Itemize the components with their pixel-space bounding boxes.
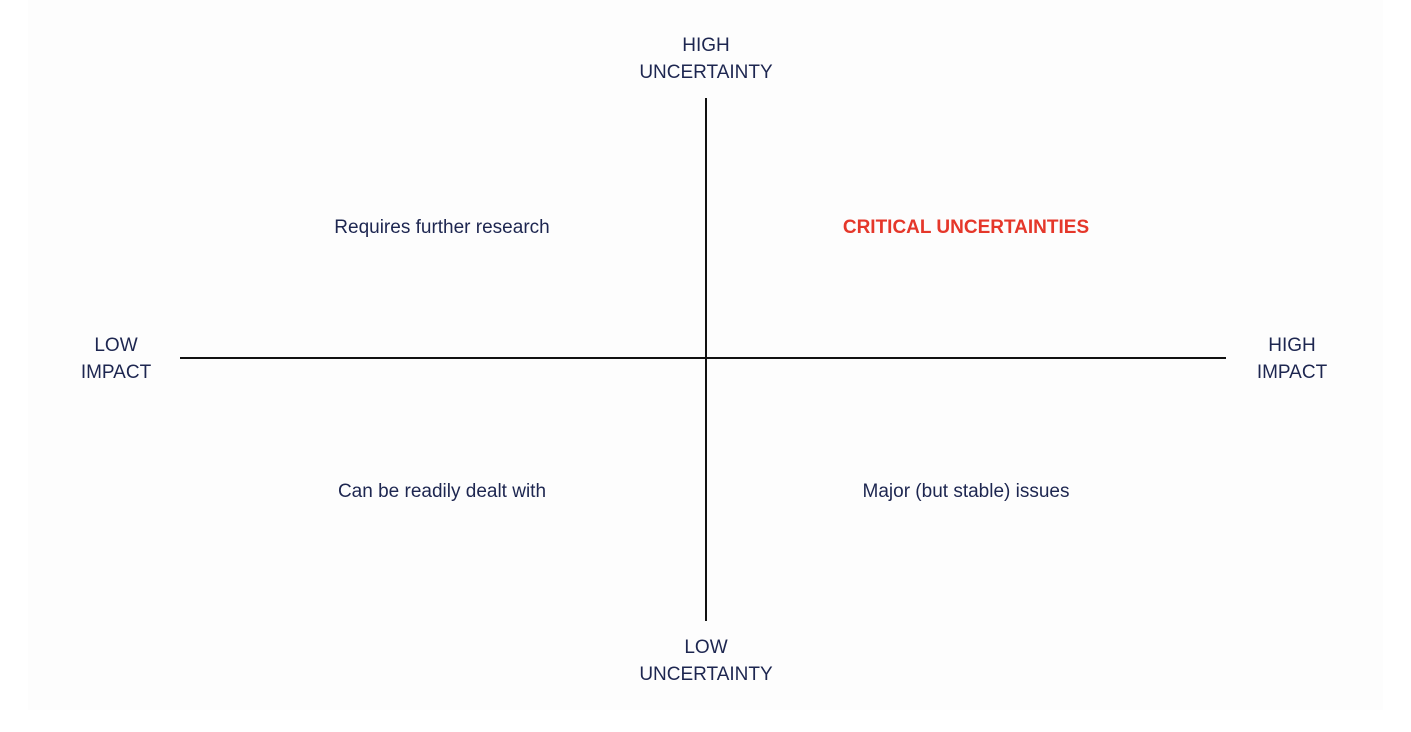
axis-label: HIGH xyxy=(1268,335,1316,356)
quadrant-label: Can be readily dealt with xyxy=(338,481,546,502)
axis-label: LOW xyxy=(684,637,727,658)
axis-label: UNCERTAINTY xyxy=(639,664,773,685)
axis-label: LOW xyxy=(94,335,137,356)
axis-label: IMPACT xyxy=(1257,362,1328,383)
axis-label: HIGH xyxy=(682,35,730,56)
quadrant-label: Major (but stable) issues xyxy=(863,481,1070,502)
axis-label: IMPACT xyxy=(81,362,152,383)
quadrant-label: CRITICAL UNCERTAINTIES xyxy=(843,217,1089,238)
axis-label: UNCERTAINTY xyxy=(639,62,773,83)
quadrant-label: Requires further research xyxy=(334,217,549,238)
